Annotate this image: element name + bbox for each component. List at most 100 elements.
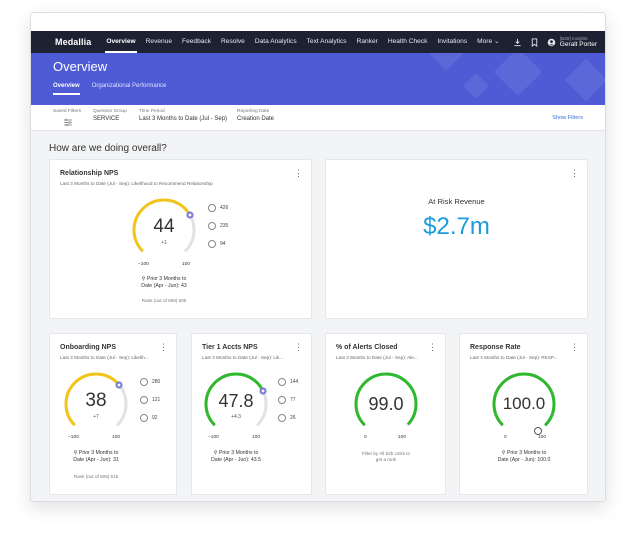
percent-score: 99.0	[368, 394, 404, 414]
nav-item-overview[interactable]: Overview	[101, 31, 140, 53]
pin-icon: ⚲	[213, 450, 218, 456]
card-subtitle: Last 3 Months to Date (Jul - Sep): RESP.…	[470, 355, 558, 360]
relationship-nps-card: Relationship NPS Last 3 Months to Date (…	[49, 159, 312, 319]
target-marker-icon	[259, 387, 267, 395]
prior-period: ⚲ Prior 3 Months to Date (Apr - Jun): 10…	[497, 450, 551, 463]
user-org: [B2B] Insights	[559, 36, 588, 41]
sad-face-icon	[208, 240, 216, 248]
show-filters-link[interactable]: Show Filters	[552, 115, 583, 121]
kebab-menu-icon[interactable]: ⋮	[428, 342, 437, 352]
gauge-max: 100	[398, 435, 407, 440]
download-icon[interactable]	[513, 38, 522, 47]
pin-icon: ⚲	[141, 276, 146, 282]
banner-decoration	[427, 53, 465, 71]
gauge-arc	[132, 198, 196, 262]
time-period-filter[interactable]: Time Period Last 3 Months to Date (Jul -…	[139, 109, 227, 122]
nav-item-invitations[interactable]: Invitations	[437, 38, 468, 45]
happy-face-icon	[208, 204, 216, 212]
neutral-face-icon	[208, 222, 216, 230]
nps-score: 47.8	[218, 391, 254, 411]
nav-item-ranker[interactable]: Ranker	[356, 38, 378, 45]
card-title: Relationship NPS	[60, 170, 119, 177]
sad-face-icon	[140, 414, 148, 422]
target-marker-icon	[115, 381, 124, 389]
card-title: Onboarding NPS	[60, 344, 116, 351]
pin-icon: ⚲	[73, 450, 78, 456]
detractors-count: 92	[140, 414, 158, 422]
nav-item-text-analytics[interactable]: Text Analytics	[306, 38, 347, 45]
tab-organizational-performance[interactable]: Organizational Performance	[91, 83, 167, 89]
nav-item-data-analytics[interactable]: Data Analytics	[254, 38, 297, 45]
at-risk-revenue-card: ⋮ At Risk Revenue $2.7m	[325, 159, 588, 319]
logo: Medallia	[55, 37, 92, 47]
user-name: Geralt Porter	[559, 41, 597, 48]
kebab-menu-icon[interactable]: ⋮	[159, 342, 168, 352]
kebab-menu-icon[interactable]: ⋮	[570, 168, 579, 178]
nps-delta: +7	[93, 414, 99, 420]
reporting-date-label: Reporting Date	[237, 109, 270, 114]
promoters-count: 280	[140, 378, 160, 386]
passives-count: 121	[140, 396, 160, 404]
time-period-value: Last 3 Months to Date (Jul - Sep)	[139, 116, 228, 122]
nav-item-more[interactable]: More ⌄	[477, 38, 500, 45]
time-period-label: Time Period	[139, 109, 165, 114]
tier1-accts-nps-card: Tier 1 Accts NPS Last 3 Months to Date (…	[191, 333, 312, 495]
reporting-date-filter[interactable]: Reporting Date Creation Date	[237, 109, 274, 122]
nps-score: 38	[85, 390, 107, 411]
tab-overview[interactable]: Overview	[53, 83, 80, 95]
nav-item-health-check[interactable]: Health Check	[387, 38, 428, 45]
rank-note: Filter by All b2b Units to get a rank	[361, 451, 411, 462]
gauge-arc	[204, 372, 268, 436]
user-menu[interactable]: [B2B] Insights Geralt Porter	[547, 36, 597, 48]
card-subtitle: Last 3 Months to Date (Jul - Sep): Likel…	[60, 355, 149, 360]
rank: Rank (out of 608) 515	[73, 474, 119, 479]
gauge-max: 100	[112, 435, 121, 440]
reporting-date-value: Creation Date	[237, 116, 275, 122]
nps-gauge	[204, 372, 268, 436]
sliders-icon	[64, 118, 72, 127]
page-title: Overview	[53, 59, 108, 74]
prior-period: ⚲ Prior 3 Months to Date (Apr - Jun): 43…	[211, 450, 261, 463]
bookmark-icon[interactable]	[530, 37, 539, 47]
prior-period: ⚲ Prior 3 Months to Date (Apr - Jun): 43	[141, 276, 187, 289]
question-group-filter[interactable]: Question Group SERVICE	[93, 109, 127, 122]
nav-item-resolve[interactable]: Resolve	[221, 38, 245, 45]
saved-filters[interactable]: Saved Filters	[53, 109, 81, 132]
card-subtitle: Last 3 Months to Date (Jul - Sep): Lik..…	[202, 355, 284, 360]
rank: Rank (out of 669) 605	[141, 298, 187, 303]
gauge-min: −100	[138, 262, 149, 267]
nps-score: 44	[153, 216, 175, 237]
nav-actions: [B2B] Insights Geralt Porter	[513, 36, 605, 48]
percent-gauge	[354, 372, 418, 436]
app-window: Medallia Overview Revenue Feedback Resol…	[30, 12, 606, 502]
filter-bar: Saved Filters Question Group SERVICE Tim…	[31, 105, 605, 132]
nps-delta: +4.3	[231, 414, 241, 420]
prior-period: ⚲ Prior 3 Months to Date (Apr - Jun): 31	[73, 450, 119, 463]
banner-decoration	[463, 73, 489, 99]
promoters-count: 426	[208, 204, 228, 212]
at-risk-value: $2.7m	[423, 213, 490, 240]
nav-item-revenue[interactable]: Revenue	[145, 38, 173, 45]
gauge-min: −100	[208, 435, 219, 440]
neutral-face-icon	[278, 396, 286, 404]
gauge-max: 100	[182, 262, 191, 267]
user-icon	[547, 38, 556, 46]
kebab-menu-icon[interactable]: ⋮	[294, 342, 303, 352]
nps-gauge	[132, 198, 196, 262]
target-marker-icon	[50, 160, 51, 161]
percent-gauge	[492, 372, 556, 436]
kebab-menu-icon[interactable]: ⋮	[570, 342, 579, 352]
pin-icon: ⚲	[501, 450, 506, 456]
card-subtitle: Last 3 Months to Date (Jul - Sep): Ale..…	[336, 355, 418, 360]
kebab-menu-icon[interactable]: ⋮	[294, 168, 303, 178]
at-risk-label: At Risk Revenue	[428, 197, 485, 206]
onboarding-nps-card: Onboarding NPS Last 3 Months to Date (Ju…	[49, 333, 177, 495]
response-rate-card: Response Rate Last 3 Months to Date (Jul…	[459, 333, 588, 495]
gauge-min: −100	[68, 435, 79, 440]
neutral-face-icon	[140, 396, 148, 404]
card-title: Response Rate	[470, 344, 521, 351]
nav-item-feedback[interactable]: Feedback	[182, 38, 212, 45]
question-group-value: SERVICE	[93, 116, 120, 122]
happy-face-icon	[278, 378, 286, 386]
gauge-max: 100	[252, 435, 261, 440]
